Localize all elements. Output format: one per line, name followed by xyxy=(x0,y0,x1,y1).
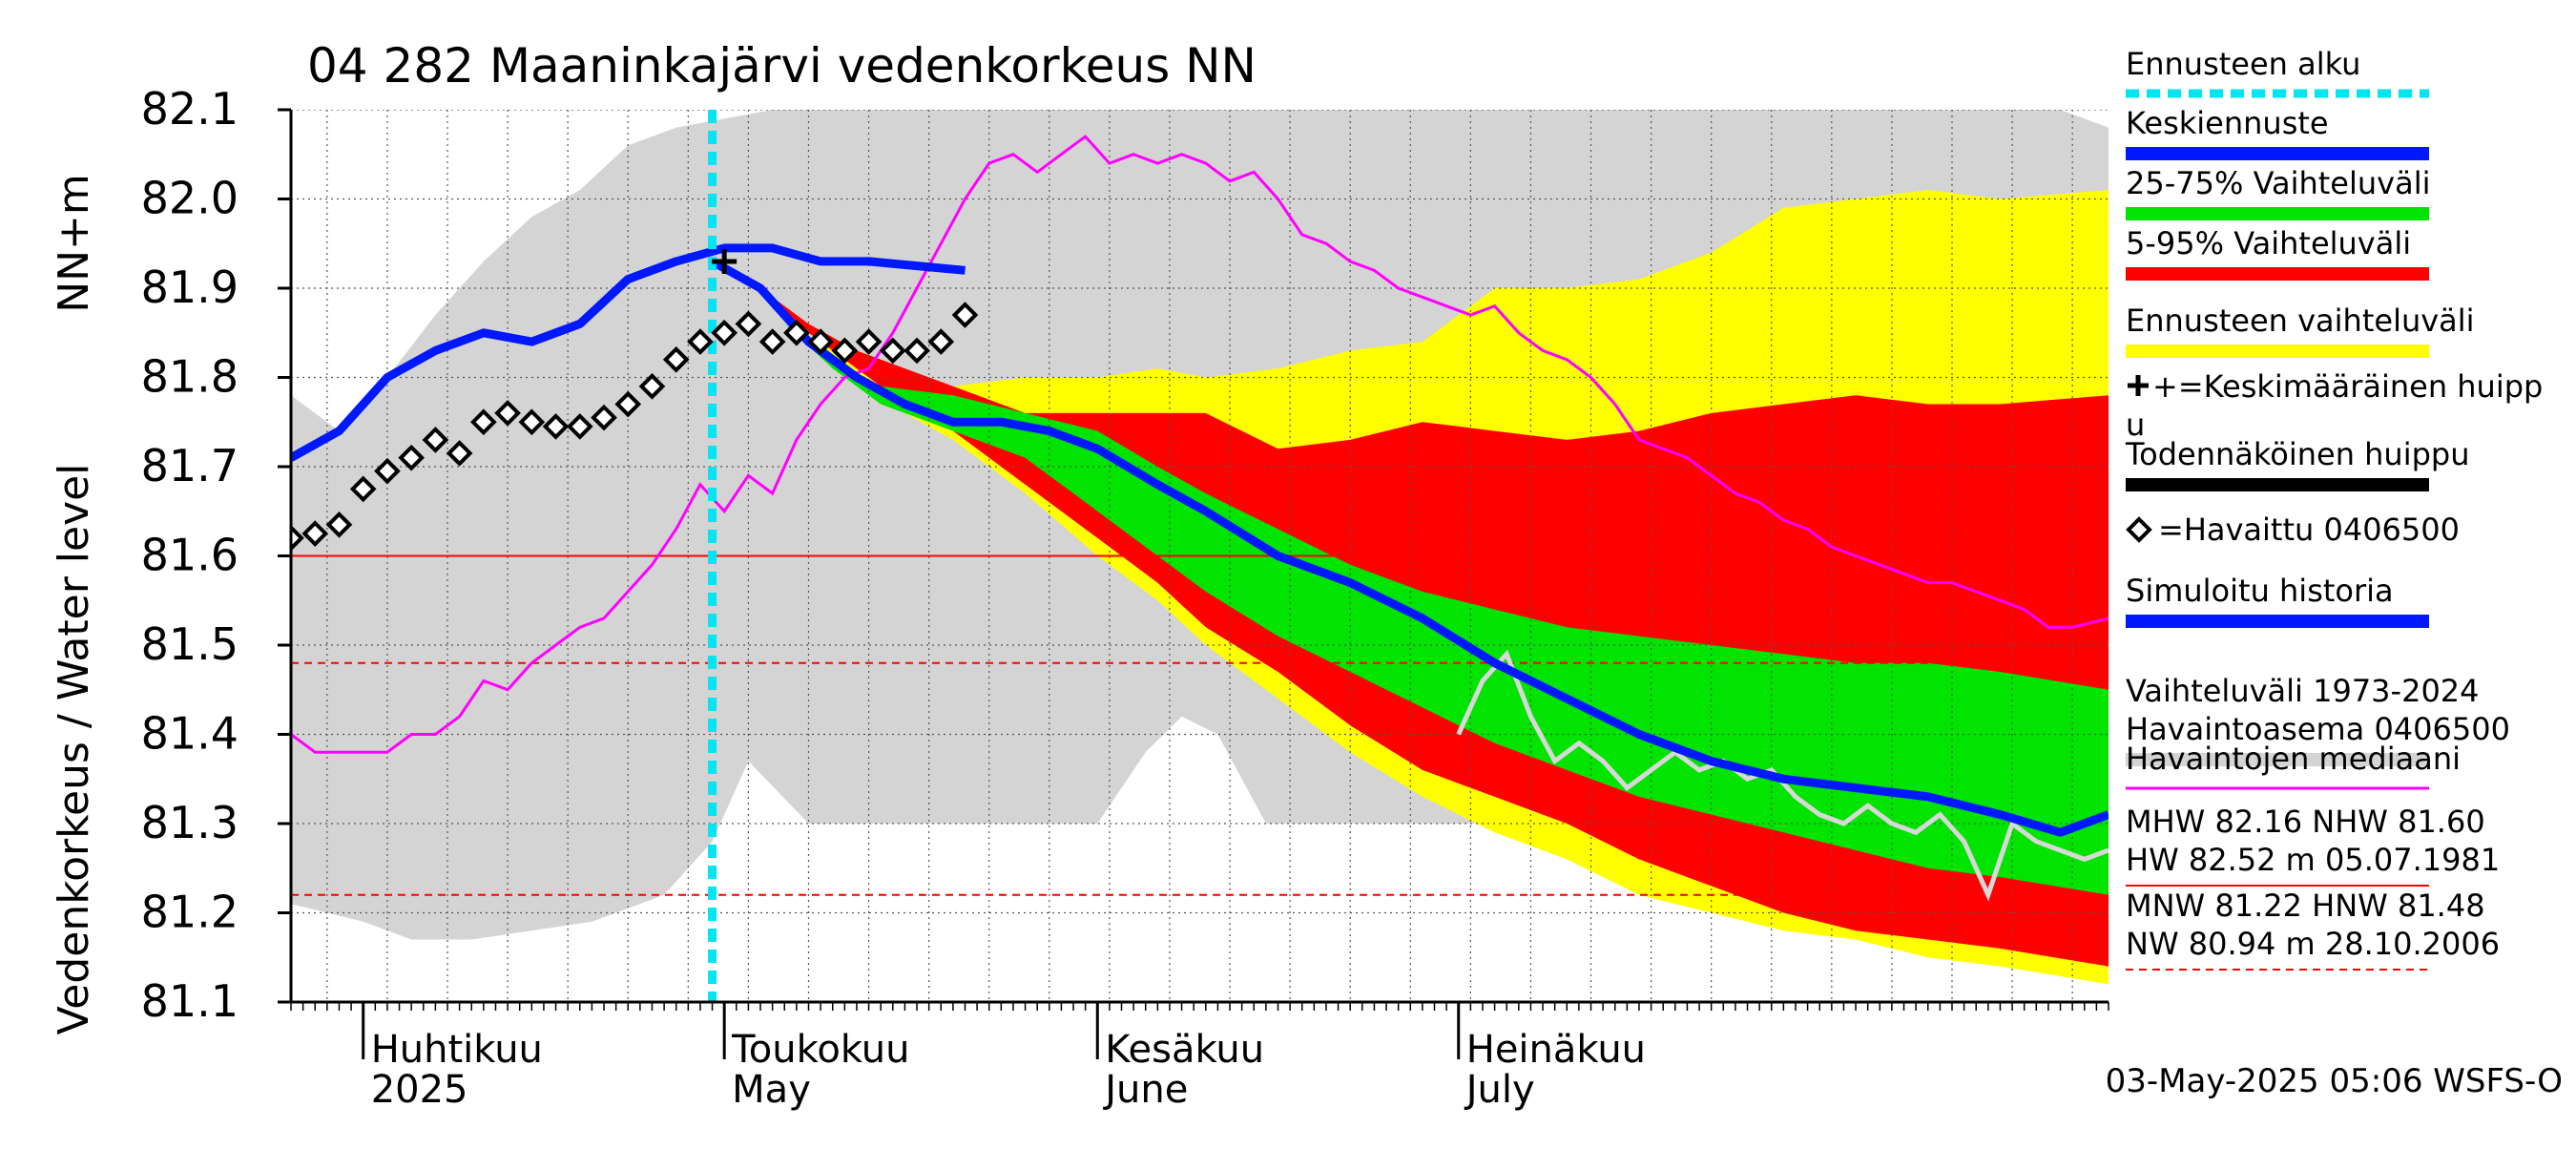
observed-point xyxy=(374,457,401,485)
legend-cross-marker xyxy=(2128,375,2149,396)
legend-swatch-band_25_75 xyxy=(2126,207,2429,220)
stats-line1: MNW 81.22 HNW 81.48 xyxy=(2126,888,2485,924)
x-month-label: Toukokuu xyxy=(731,1028,909,1072)
footer-timestamp: 03-May-2025 05:06 WSFS-O xyxy=(2106,1062,2563,1100)
observed-point xyxy=(422,427,449,453)
legend-swatch-simuloitu xyxy=(2126,615,2429,628)
legend-swatch-ennusteen_vaihteluvali xyxy=(2126,345,2429,358)
legend-label-ennusteen_vaihteluvali: Ennusteen vaihteluväli xyxy=(2126,303,2475,339)
y-tick-label: 81.5 xyxy=(141,618,239,670)
legend-label2-keskimaarainen_huippu: u xyxy=(2126,407,2145,443)
y-tick-label: 81.4 xyxy=(141,708,239,760)
observed-point xyxy=(711,319,738,346)
legend-diamond-marker xyxy=(2126,516,2152,543)
x-month-label: Huhtikuu xyxy=(371,1028,543,1072)
mean-peak-marker xyxy=(712,248,737,274)
y-tick-label: 81.1 xyxy=(141,975,239,1027)
y-tick-label: 81.7 xyxy=(141,440,239,491)
observed-point xyxy=(662,345,690,373)
y-tick-label: 81.2 xyxy=(141,887,239,938)
legend-label-vaihteluvali_hist: Vaihteluväli 1973-2024 xyxy=(2126,673,2480,709)
observed-point xyxy=(398,444,425,471)
observed-point xyxy=(735,310,762,338)
y-tick-label: 82.0 xyxy=(141,173,239,224)
axes: 81.1 81.2 81.3 81.4 81.5 81.6 81.7 81.8 81.9 82.0… xyxy=(141,83,2109,1112)
y-tick-label: 82.1 xyxy=(141,83,239,135)
y-tick-label: 81.8 xyxy=(141,351,239,403)
observed-point xyxy=(783,319,810,346)
x-month-sublabel: July xyxy=(1464,1068,1535,1112)
stats-line2: NW 80.94 m 28.10.2006 xyxy=(2126,926,2500,962)
y-tick-label: 81.6 xyxy=(141,530,239,581)
x-month-sublabel: June xyxy=(1102,1068,1188,1112)
x-month-label: Kesäkuu xyxy=(1105,1028,1264,1072)
y-axis-label: Vedenkorkeus / Water level xyxy=(50,464,98,1035)
plot-content xyxy=(291,110,2109,1002)
simulated-history-line xyxy=(291,243,966,462)
y-axis-unit-label: NN+m xyxy=(50,174,98,313)
legend-label-band_5_95: 5-95% Vaihteluväli xyxy=(2126,225,2411,261)
observed-point xyxy=(638,373,666,400)
observed-point xyxy=(542,413,570,440)
y-tick-label: 81.9 xyxy=(141,261,239,313)
legend-label2-vaihteluvali_hist: Havaintoasema 0406500 xyxy=(2126,711,2510,747)
legend-label-keskiennuste: Keskiennuste xyxy=(2126,105,2329,141)
legend-label-band_25_75: 25-75% Vaihteluväli xyxy=(2126,165,2430,201)
legend: Ennusteen alku Keskiennuste 25-75% Vaihtel… xyxy=(2125,46,2543,971)
observed-point xyxy=(855,328,883,355)
legend-swatch-todennakoinen_huippu xyxy=(2126,478,2429,491)
observed-point xyxy=(879,337,906,365)
x-month-sublabel: 2025 xyxy=(371,1068,468,1112)
observed-point xyxy=(291,524,304,552)
observed-point xyxy=(951,302,979,328)
observed-point xyxy=(687,328,714,355)
observed-point xyxy=(446,440,473,467)
observed-point xyxy=(807,328,834,355)
observed-point xyxy=(566,413,593,440)
observed-point xyxy=(301,520,329,547)
observed-point xyxy=(927,328,955,355)
legend-label-mediaani: Havaintojen mediaani xyxy=(2126,741,2461,777)
observed-point xyxy=(349,475,377,503)
observed-point xyxy=(831,337,859,365)
x-month-label: Heinäkuu xyxy=(1466,1028,1646,1072)
observed-point xyxy=(591,404,617,431)
observed-point xyxy=(614,390,642,418)
observed-point xyxy=(325,511,353,538)
stats-line1: MHW 82.16 NHW 81.60 xyxy=(2126,804,2485,840)
y-tick-label: 81.3 xyxy=(141,797,239,848)
chart-title: 04 282 Maaninkajärvi vedenkorkeus NN xyxy=(307,38,1257,94)
legend-label-havaittu: =Havaittu 0406500 xyxy=(2158,512,2460,548)
legend-label-todennakoinen_huippu: Todennäköinen huippu xyxy=(2125,436,2470,472)
observed-point xyxy=(518,408,546,436)
stats-line2: HW 82.52 m 05.07.1981 xyxy=(2126,842,2500,878)
observed-point xyxy=(494,400,521,427)
legend-label-keskimaarainen_huippu: +=Keskimääräinen huipp xyxy=(2152,368,2543,405)
observed-median-line xyxy=(291,135,2109,754)
observed-point xyxy=(904,337,930,365)
observed-point xyxy=(470,408,497,436)
observed-point xyxy=(758,328,786,355)
plot-area xyxy=(291,110,2109,1002)
legend-label-ennusteen_alku: Ennusteen alku xyxy=(2126,46,2360,82)
x-month-sublabel: May xyxy=(732,1068,811,1112)
legend-swatch-band_5_95 xyxy=(2126,267,2429,281)
legend-swatch-keskiennuste xyxy=(2126,147,2429,160)
legend-label-simuloitu: Simuloitu historia xyxy=(2126,573,2394,609)
median-forecast-line xyxy=(710,257,2109,837)
grey-history-line xyxy=(1456,649,2109,902)
legend-swatch-vaihteluvali_hist xyxy=(2126,753,2429,766)
